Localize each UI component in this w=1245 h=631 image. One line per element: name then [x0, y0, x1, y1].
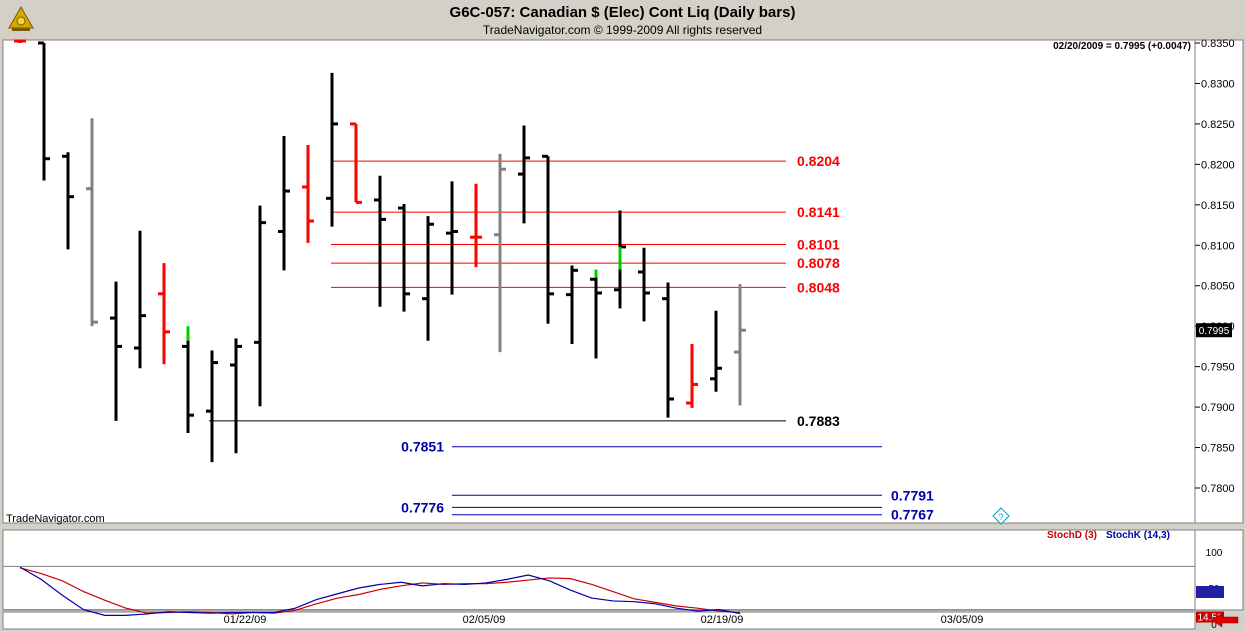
- last-price-label: 0.7995: [1199, 326, 1230, 337]
- resistance-label-3: 0.8078: [797, 255, 840, 271]
- ohlc-bar-19: [446, 181, 458, 295]
- ohlc-bar-22: [518, 125, 530, 224]
- stoch-panel: [2, 529, 1196, 611]
- date-axis-panel: [2, 611, 1196, 630]
- ohlc-bar-12: [278, 136, 290, 271]
- resistance-label-1: 0.8141: [797, 204, 840, 220]
- ohlc-bar-2: [38, 41, 50, 181]
- watermark-text: TradeNavigator.com: [6, 513, 105, 525]
- y-tick-label-6: 0.8050: [1201, 281, 1235, 293]
- chart-title: G6C-057: Canadian $ (Elec) Cont Liq (Dai…: [449, 4, 796, 21]
- projection-label-1: 0.7776: [401, 499, 444, 515]
- legend-stochD: StochD (3): [1047, 530, 1097, 541]
- stoch-line-0: [19, 567, 741, 615]
- sextant-logo-icon: [6, 4, 36, 34]
- legend-stochK: StochK (14,3): [1106, 530, 1170, 541]
- ohlc-bar-4: [86, 118, 98, 327]
- ohlc-bar-21: [494, 153, 506, 353]
- ohlc-bar-25: [590, 273, 602, 359]
- stoch-line-1: [19, 566, 741, 616]
- stoch-value-badge: [1196, 611, 1224, 623]
- stoch-badge-top: [1196, 586, 1224, 598]
- ohlc-bar-20: [470, 183, 482, 268]
- red-left-arrow-icon: [1211, 612, 1239, 628]
- stoch-y-label-0: 100: [1206, 548, 1223, 559]
- y-tick-label-5: 0.8100: [1201, 240, 1235, 252]
- ohlc-bar-16: [374, 175, 386, 307]
- y-tick-label-11: 0.7800: [1201, 483, 1235, 495]
- x-tick-label-2: 02/19/09: [701, 614, 744, 626]
- projection-label-2: 0.7791: [891, 487, 934, 503]
- resistance-label-0: 0.8204: [797, 153, 840, 169]
- ohlc-bar-27: [638, 247, 650, 322]
- y-tick-label-10: 0.7850: [1201, 443, 1235, 455]
- copyright-text: TradeNavigator.com © 1999-2009 All right…: [482, 23, 763, 37]
- ohlc-bar-31: [734, 284, 746, 406]
- y-tick-label-1: 0.8300: [1201, 78, 1235, 90]
- question-diamond-icon: ?: [992, 507, 1010, 525]
- x-tick-label-1: 02/05/09: [463, 614, 506, 626]
- x-tick-label-3: 03/05/09: [941, 614, 984, 626]
- projection-label-0: 0.7851: [401, 439, 444, 455]
- y-tick-label-0: 0.8350: [1201, 38, 1235, 50]
- ohlc-bar-5: [110, 281, 122, 421]
- ohlc-bar-29: [686, 343, 698, 408]
- ohlc-bar-7: [158, 263, 170, 365]
- ohlc-bar-18: [422, 216, 434, 341]
- stoch-value-label: 14.56: [1197, 613, 1222, 624]
- price-axis-panel: [1194, 39, 1244, 524]
- ohlc-bar-24: [566, 265, 578, 344]
- y-tick-label-8: 0.7950: [1201, 362, 1235, 374]
- ohlc-bar-28: [662, 282, 674, 418]
- ohlc-bar-8: [182, 333, 194, 433]
- diamond-shape: [992, 507, 1010, 525]
- ohlc-bar-1: [14, 39, 26, 43]
- arrow-shape: [1211, 612, 1239, 628]
- y-tick-label-2: 0.8250: [1201, 119, 1235, 131]
- y-tick-label-3: 0.8200: [1201, 159, 1235, 171]
- ohlc-bar-6: [134, 230, 146, 369]
- price-panel: [2, 39, 1196, 524]
- ohlc-bars: [14, 39, 746, 463]
- question-glyph: ?: [998, 512, 1003, 522]
- ohlc-bar-11: [254, 205, 266, 407]
- ohlc-bar-14: [326, 72, 338, 227]
- x-tick-label-0: 01/22/09: [224, 614, 267, 626]
- last-price-badge: [1196, 323, 1232, 338]
- ohlc-bar-3: [62, 152, 74, 250]
- y-tick-label-4: 0.8150: [1201, 200, 1235, 212]
- projection-label-3: 0.7767: [891, 507, 934, 523]
- ohlc-bar-30: [710, 310, 722, 392]
- ohlc-bar-23: [542, 154, 554, 324]
- resistance-label-4: 0.8048: [797, 279, 840, 295]
- ohlc-bar-17: [398, 204, 410, 312]
- resistance-label-2: 0.8101: [797, 236, 840, 252]
- ohlc-bar-13: [302, 144, 314, 243]
- price-readout: 02/20/2009 = 0.7995 (+0.0047): [1053, 41, 1191, 52]
- y-tick-label-9: 0.7900: [1201, 402, 1235, 414]
- ohlc-bar-10: [230, 338, 242, 454]
- ohlc-bar-9: [206, 350, 218, 463]
- support-label: 0.7883: [797, 413, 840, 429]
- ohlc-bar-15: [350, 122, 362, 204]
- stoch-y-label-2: 0: [1211, 620, 1217, 631]
